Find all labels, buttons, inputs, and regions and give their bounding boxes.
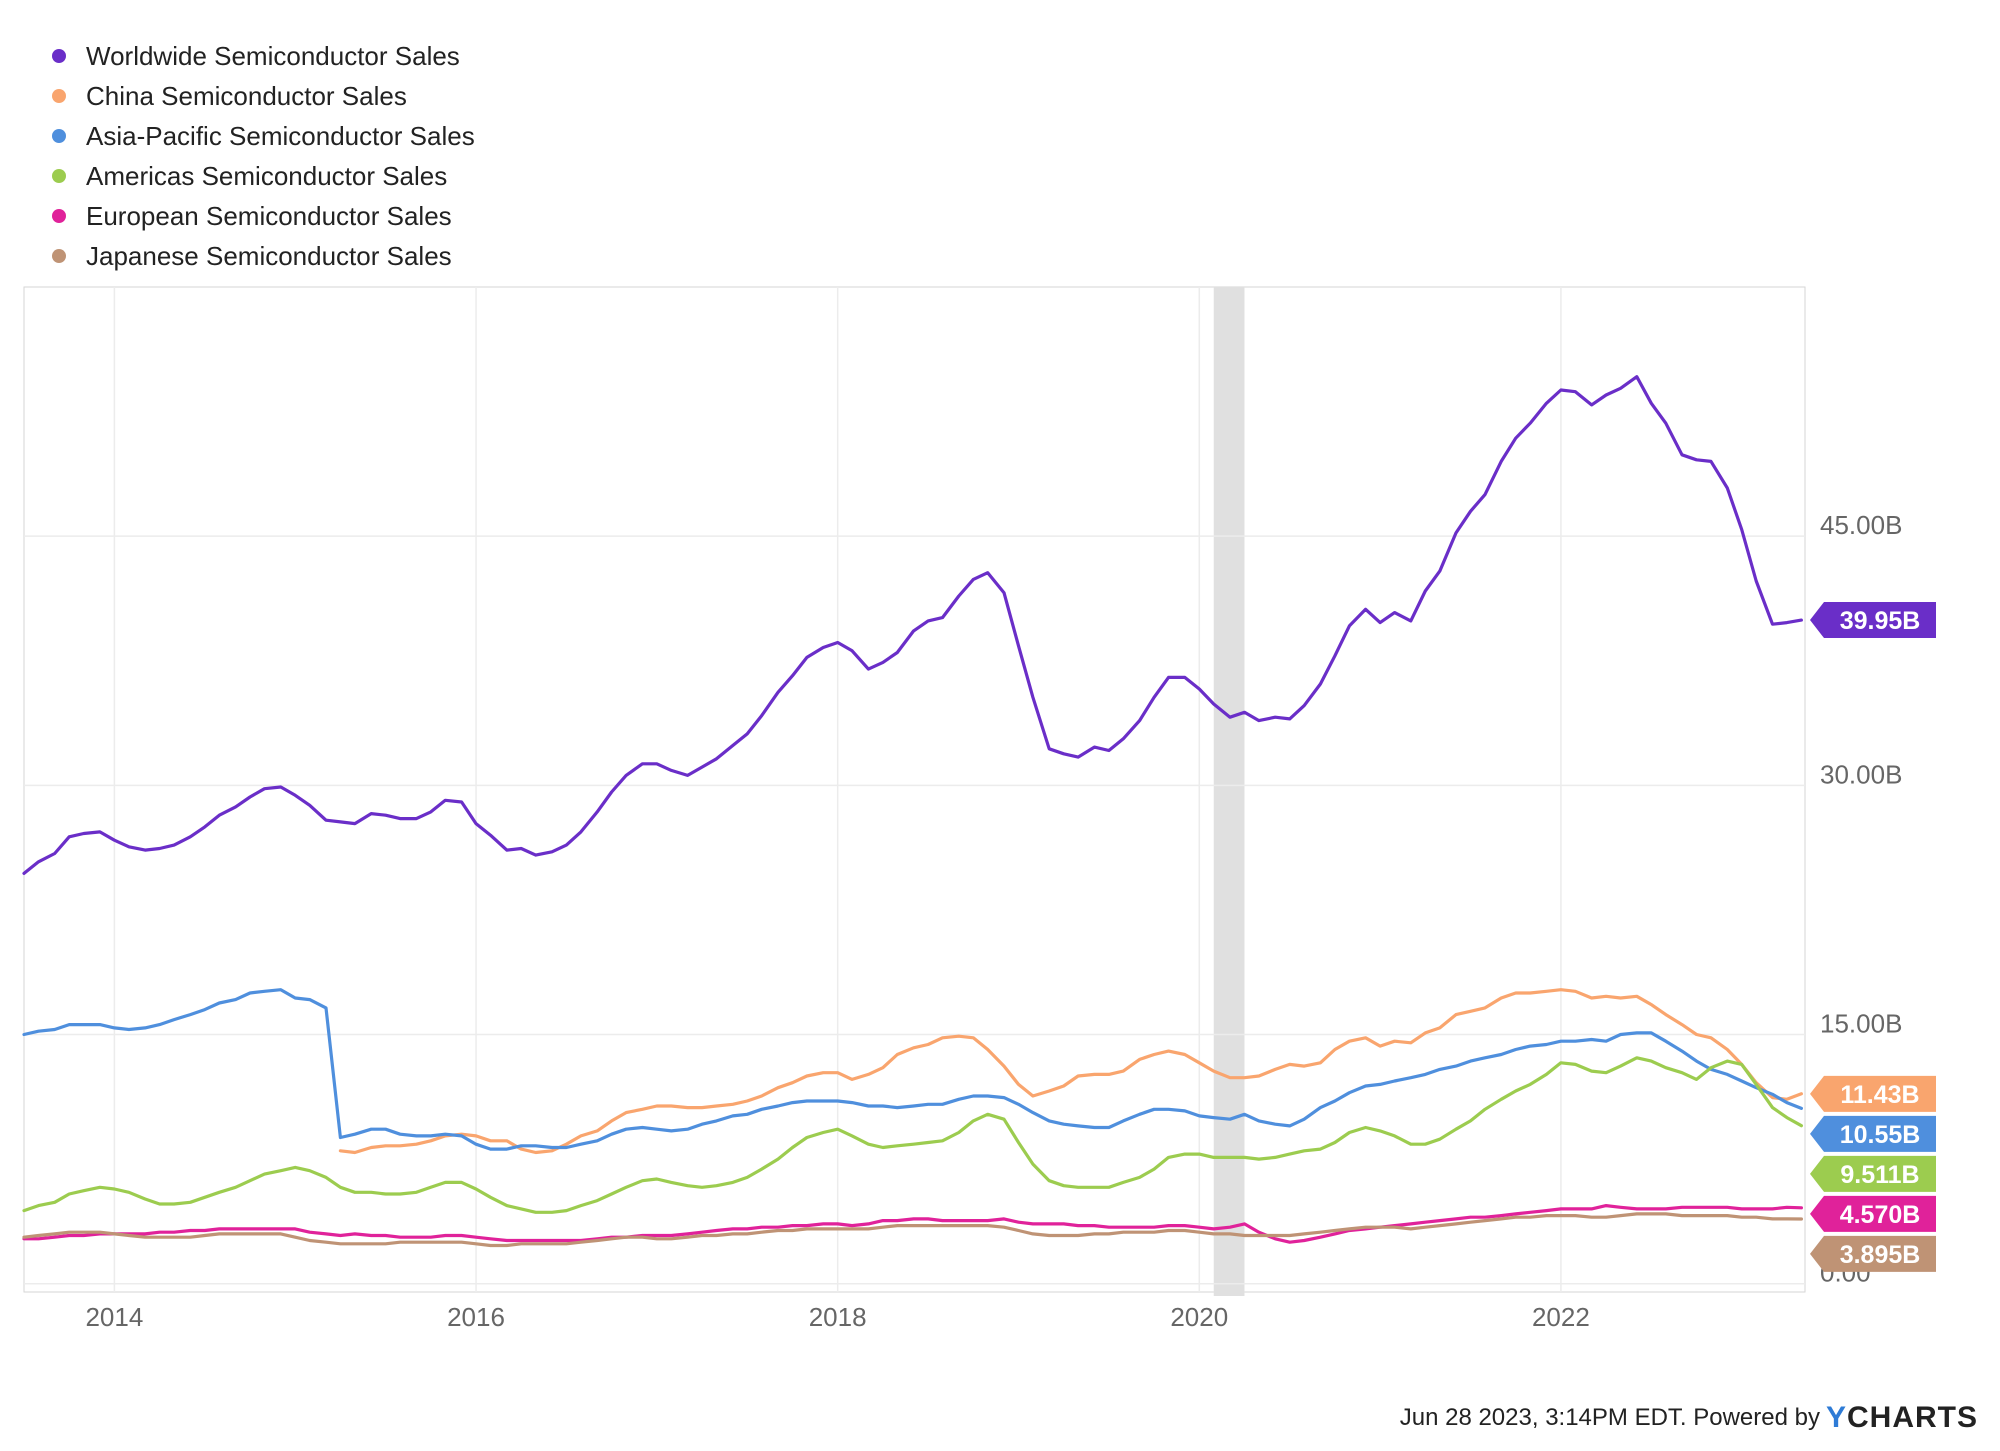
- x-tick-label: 2014: [85, 1302, 143, 1332]
- end-value-tag: [1810, 1195, 1936, 1232]
- legend-label: European Semiconductor Sales: [86, 200, 452, 231]
- series-line-5: [22, 1212, 1803, 1248]
- y-tick-label: 30.00B: [1820, 759, 1902, 789]
- series-line-3: [22, 1056, 1803, 1214]
- legend-label: Americas Semiconductor Sales: [86, 160, 448, 191]
- series-line-1: [338, 988, 1803, 1155]
- end-value-tag: [1810, 1235, 1936, 1272]
- legend-item[interactable]: Worldwide Semiconductor Sales: [40, 36, 475, 76]
- x-tick-label: 2016: [447, 1302, 505, 1332]
- legend-label: Japanese Semiconductor Sales: [86, 240, 452, 271]
- x-tick-label: 2020: [1170, 1302, 1228, 1332]
- legend-item[interactable]: Americas Semiconductor Sales: [40, 156, 475, 196]
- legend-item[interactable]: Japanese Semiconductor Sales: [40, 236, 475, 276]
- end-value-tag: [1810, 1115, 1936, 1152]
- legend-label: China Semiconductor Sales: [86, 80, 407, 111]
- footer-timestamp: Jun 28 2023, 3:14PM EDT. Powered by: [1399, 1404, 1820, 1431]
- legend-dot-icon: [52, 89, 66, 103]
- legend-dot-icon: [52, 129, 66, 143]
- legend-dot-icon: [52, 249, 66, 263]
- legend-label: Asia-Pacific Semiconductor Sales: [86, 120, 475, 151]
- legend-item[interactable]: Asia-Pacific Semiconductor Sales: [40, 116, 475, 156]
- legend-item[interactable]: China Semiconductor Sales: [40, 76, 475, 116]
- y-tick-label: 45.00B: [1820, 510, 1902, 540]
- ycharts-logo-y: Y: [1825, 1401, 1847, 1434]
- y-tick-label: 15.00B: [1820, 1009, 1902, 1039]
- end-value-tag: [1810, 1075, 1936, 1112]
- x-tick-label: 2018: [809, 1302, 867, 1332]
- footer: Jun 28 2023, 3:14PM EDT. Powered by YCHA…: [1400, 1401, 1978, 1435]
- end-value-tag: [1810, 1155, 1936, 1192]
- series-line-4: [22, 1204, 1803, 1244]
- legend-dot-icon: [52, 169, 66, 183]
- end-value-label: 39.95B: [1840, 607, 1921, 635]
- series-line-0: [22, 375, 1803, 875]
- end-value-label: 3.895B: [1840, 1241, 1921, 1269]
- plot-frame: [23, 286, 1806, 1293]
- end-value-label: 10.55B: [1840, 1121, 1921, 1149]
- end-value-label: 9.511B: [1840, 1161, 1919, 1189]
- ycharts-logo-text: CHARTS: [1847, 1401, 1978, 1434]
- end-value-label: 4.570B: [1840, 1201, 1921, 1229]
- end-value-tag: [1810, 602, 1936, 639]
- end-value-label: 11.43B: [1840, 1081, 1919, 1109]
- legend-dot-icon: [52, 209, 66, 223]
- x-tick-label: 2022: [1532, 1302, 1590, 1332]
- line-chart: 2014 2016 2018 2020 20220.0015.00B30.00B45.0…: [22, 286, 1936, 1332]
- recession-band: [1213, 287, 1245, 1296]
- chart-legend: Worldwide Semiconductor Sales China Semic…: [40, 36, 475, 276]
- ycharts-logo[interactable]: YCHARTS: [1826, 1401, 1978, 1435]
- legend-label: Worldwide Semiconductor Sales: [86, 40, 460, 71]
- legend-dot-icon: [52, 49, 66, 63]
- series-line-2: [22, 988, 1803, 1151]
- legend-item[interactable]: European Semiconductor Sales: [40, 196, 475, 236]
